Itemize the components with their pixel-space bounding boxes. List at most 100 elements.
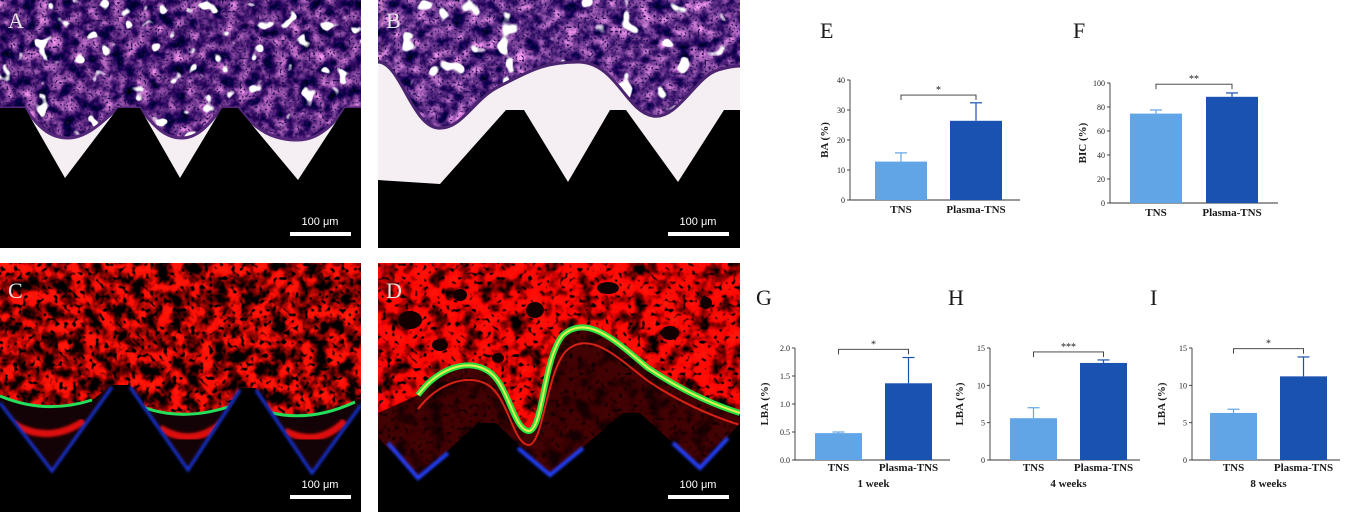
y-axis-label: BA (%) (819, 122, 831, 158)
category-label: Plasma-TNS (1074, 462, 1133, 474)
green-label-line (267, 400, 356, 418)
panel-d-fluorescence: 100 μm D (378, 263, 740, 512)
scale-bar-label: 100 μm (302, 479, 339, 491)
category-label: Plasma-TNS (879, 462, 938, 474)
marrow-cavity (526, 302, 544, 318)
panel-label: G (756, 285, 772, 310)
y-tick-label: 0 (1183, 456, 1187, 465)
y-tick-label: 60 (1097, 127, 1105, 136)
blue-label-line (128, 386, 242, 473)
bone-tissue-boundary (0, 106, 361, 142)
y-tick-label: 0.5 (780, 428, 790, 437)
bone-tissue-boundary (378, 60, 740, 130)
blue-label-lines (386, 436, 730, 481)
category-label: TNS (890, 204, 911, 216)
y-tick-label: 30 (837, 106, 845, 115)
category-label: TNS (1223, 462, 1244, 474)
category-label: TNS (828, 462, 849, 474)
blue-label-line (386, 441, 450, 481)
marrow-cavity (453, 289, 467, 301)
y-tick-label: 15 (1179, 344, 1187, 353)
y-tick-label: 10 (1179, 381, 1187, 390)
panel-label: F (1073, 18, 1085, 43)
panel-a-histology: 100 μm A (0, 0, 361, 248)
green-label-line (0, 394, 93, 409)
significance-bracket (1233, 348, 1304, 354)
panel-label: I (1150, 285, 1157, 310)
x-axis-label: 4 weeks (1050, 478, 1087, 490)
y-tick-label: 40 (1097, 151, 1105, 160)
scale-bar (290, 495, 351, 499)
y-axis-label: LBA (%) (759, 382, 771, 425)
category-label: Plasma-TNS (1202, 207, 1261, 219)
significance-label: * (871, 339, 876, 350)
significance-bracket (838, 348, 909, 355)
y-axis-label: LBA (%) (954, 382, 966, 425)
blue-label-lines (0, 386, 361, 476)
significance-label: * (936, 85, 941, 96)
y-tick-label: 0.0 (780, 456, 790, 465)
bar-tns (1130, 113, 1182, 203)
marrow-cavity (700, 297, 712, 309)
panel-label: A (8, 8, 24, 33)
bar-plasma-tns (885, 383, 932, 460)
blue-label-line (671, 436, 730, 471)
scale-bar (668, 232, 729, 236)
implant-threads (0, 108, 361, 248)
y-tick-label: 0 (981, 456, 985, 465)
implant-threads (378, 413, 740, 512)
x-axis-label: 8 weeks (1250, 478, 1287, 490)
y-axis-label: LBA (%) (1156, 382, 1168, 425)
significance-bracket (1155, 83, 1233, 90)
yellow-label-line (417, 326, 740, 432)
panel-c-fluorescence: 100 μm C (0, 263, 361, 512)
y-tick-label: 20 (1097, 175, 1105, 184)
y-tick-label: 40 (837, 76, 845, 85)
bar-tns (1010, 418, 1057, 460)
marrow-cavity (661, 326, 679, 340)
bar-tns (1210, 412, 1257, 460)
scale-bar (668, 495, 729, 499)
y-tick-label: 20 (837, 136, 845, 145)
y-axis-label: BIC (%) (1077, 122, 1089, 163)
category-label: Plasma-TNS (1274, 462, 1333, 474)
y-tick-label: 10 (977, 381, 985, 390)
y-tick-label: 10 (837, 166, 845, 175)
panel-label: H (948, 285, 964, 310)
y-tick-label: 1.5 (780, 372, 790, 381)
marrow-cavity (398, 311, 422, 329)
marrow-cavities (398, 282, 712, 368)
bar-plasma-tns (1206, 96, 1258, 203)
y-tick-label: 80 (1097, 103, 1105, 112)
y-tick-label: 1.0 (780, 400, 790, 409)
blue-label-line (0, 386, 114, 474)
marrow-cavity (492, 353, 504, 363)
marrow-cavity (597, 282, 619, 294)
category-label: TNS (1023, 462, 1044, 474)
scale-bar-label: 100 μm (302, 216, 339, 228)
scale-bar-label: 100 μm (680, 479, 717, 491)
panel-label: C (8, 278, 23, 303)
y-tick-label: 15 (977, 344, 985, 353)
implant-threads (378, 110, 740, 248)
y-tick-label: 0 (841, 196, 845, 205)
panel-label: E (820, 18, 833, 43)
blue-label-line (516, 446, 585, 478)
panel-b-histology: 100 μm B (378, 0, 740, 248)
significance-bracket (1033, 351, 1104, 357)
x-axis-label: 1 week (857, 478, 890, 490)
category-label: TNS (1145, 207, 1166, 219)
panel-label: B (386, 8, 401, 33)
y-tick-label: 5 (1183, 419, 1187, 428)
significance-label: *** (1061, 342, 1076, 353)
bar-plasma-tns (1280, 376, 1327, 460)
significance-label: * (1266, 339, 1271, 350)
scale-bar (290, 232, 351, 236)
bar-tns (875, 161, 927, 200)
red-label-band (283, 418, 348, 441)
red-label-line (417, 342, 740, 446)
bar-tns (815, 433, 862, 460)
bar-plasma-tns (950, 120, 1002, 200)
panel-label: D (386, 278, 402, 303)
marrow-cavity (432, 339, 448, 351)
